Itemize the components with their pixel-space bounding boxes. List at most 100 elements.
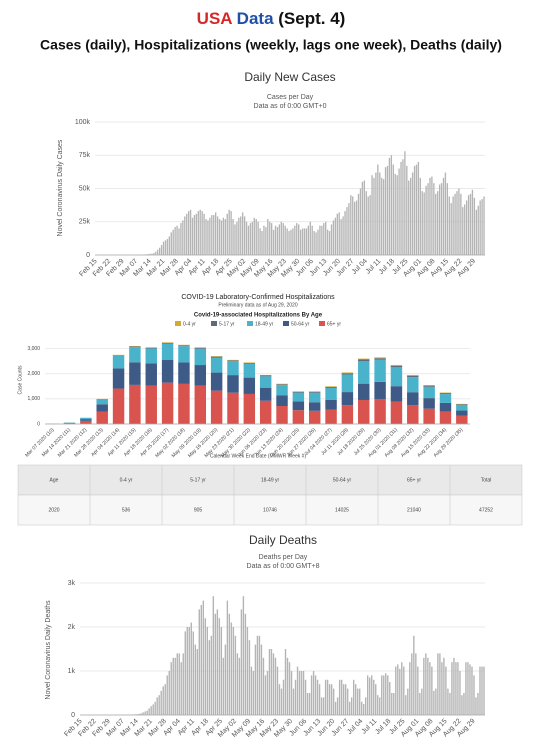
- bar: [258, 635, 261, 715]
- bar: [455, 662, 457, 715]
- bar: [452, 196, 454, 255]
- bar: [442, 177, 445, 255]
- bar: [176, 225, 178, 255]
- x-tick-label: Aug 29 2020 (35): [433, 427, 465, 459]
- bar: [286, 228, 288, 255]
- bar: [253, 217, 255, 255]
- bar-segment: [161, 382, 174, 424]
- bar: [404, 151, 406, 255]
- bar: [435, 688, 437, 715]
- bar-segment: [390, 365, 403, 368]
- bar: [357, 193, 360, 255]
- bar-segment: [161, 342, 174, 343]
- bar: [154, 701, 156, 715]
- bar-segment: [276, 383, 288, 385]
- bar-segment: [439, 394, 452, 403]
- bar: [168, 236, 171, 255]
- bar-segment: [112, 355, 125, 356]
- bar: [276, 227, 279, 255]
- bar-segment: [439, 392, 452, 394]
- bar: [456, 191, 458, 255]
- bar: [342, 684, 345, 715]
- bar-segment: [325, 399, 337, 410]
- bar: [222, 217, 225, 255]
- bar-segment: [374, 381, 386, 399]
- bar: [332, 688, 335, 715]
- bar: [437, 653, 439, 715]
- bar: [170, 232, 172, 255]
- bar-segment: [407, 377, 419, 393]
- bar: [458, 188, 460, 255]
- bar-segment: [210, 372, 223, 391]
- bar: [328, 684, 331, 715]
- bar: [367, 196, 369, 255]
- bar-segment: [390, 401, 403, 424]
- bar-segment: [129, 362, 141, 385]
- bar: [406, 165, 408, 255]
- chart-subtitle: Deaths per Day: [259, 554, 308, 561]
- bar: [288, 231, 290, 255]
- bar: [298, 224, 300, 255]
- y-tick-label: 1k: [68, 668, 76, 675]
- bar: [294, 679, 297, 715]
- bar: [453, 657, 455, 715]
- bar: [310, 675, 313, 715]
- bar: [246, 627, 249, 715]
- bar: [164, 240, 167, 255]
- bar: [438, 184, 441, 255]
- bar: [172, 657, 174, 715]
- bar-segment: [292, 410, 305, 424]
- bar: [196, 649, 198, 715]
- bar: [415, 164, 418, 255]
- bar-segment: [374, 398, 386, 424]
- bar: [371, 175, 373, 255]
- bar-segment: [276, 385, 288, 396]
- bar: [384, 167, 387, 255]
- bar: [147, 254, 149, 255]
- bar: [220, 627, 223, 715]
- bar: [266, 671, 269, 715]
- bar: [190, 622, 192, 715]
- bar-segment: [96, 404, 108, 412]
- bar: [170, 662, 172, 715]
- bar-segment: [325, 386, 337, 388]
- bar-segment: [210, 356, 223, 358]
- bar-segment: [439, 393, 452, 395]
- bar-segment: [407, 375, 419, 378]
- bar-segment: [292, 401, 305, 411]
- bar: [238, 217, 240, 255]
- bar: [194, 644, 196, 715]
- bar: [164, 684, 166, 715]
- chart-title: Daily New Cases: [244, 70, 335, 84]
- bar-segment: [423, 408, 435, 424]
- title-part: (Sept. 4): [278, 9, 345, 28]
- chart-note: Data as of 0:00 GMT+0: [254, 103, 327, 110]
- bar-segment: [456, 415, 468, 424]
- bar-segment: [129, 346, 141, 348]
- bar-segment: [96, 411, 108, 424]
- bar: [413, 635, 415, 715]
- bar: [182, 653, 184, 715]
- bar: [330, 684, 333, 715]
- bar: [334, 701, 337, 715]
- x-tick-label: Jul 04: [346, 718, 364, 736]
- bar: [140, 713, 142, 715]
- bar-segment: [390, 364, 403, 366]
- bar-segment: [129, 384, 141, 424]
- bar: [280, 688, 283, 715]
- bar: [344, 684, 347, 715]
- bar-segment: [439, 411, 452, 424]
- bar-segment: [390, 386, 403, 402]
- bar: [463, 693, 465, 715]
- bar-segment: [276, 395, 288, 407]
- bar-segment: [341, 372, 354, 374]
- bar: [469, 193, 472, 255]
- bar: [383, 675, 385, 715]
- bar: [423, 657, 425, 715]
- bar-segment: [259, 376, 272, 388]
- legend-swatch: [175, 321, 181, 326]
- bar: [174, 657, 176, 715]
- bar: [425, 653, 427, 715]
- bar: [445, 666, 447, 715]
